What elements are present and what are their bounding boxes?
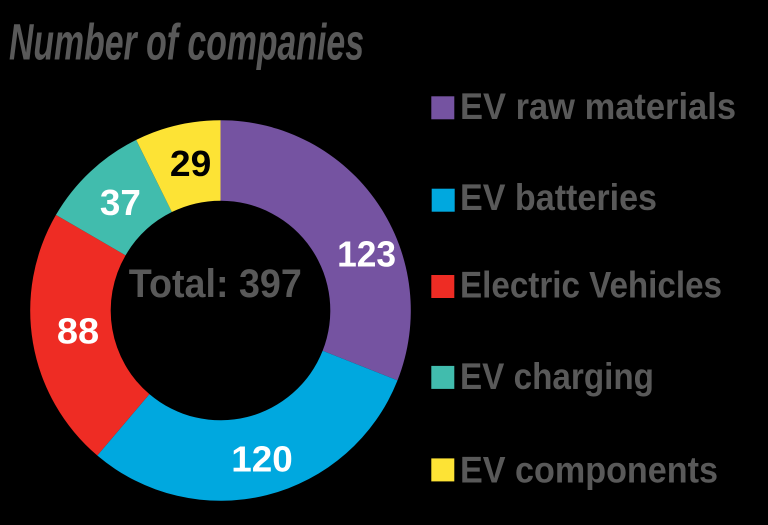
svg-text:123: 123 <box>337 234 396 275</box>
svg-text:Total: 397: Total: 397 <box>129 262 302 306</box>
svg-text:Electric Vehicles: Electric Vehicles <box>460 265 722 306</box>
svg-text:EV batteries: EV batteries <box>460 177 657 218</box>
svg-text:Number of companies: Number of companies <box>9 14 364 71</box>
svg-text:EV components: EV components <box>460 449 718 490</box>
svg-text:120: 120 <box>231 439 293 480</box>
svg-text:29: 29 <box>170 143 211 184</box>
svg-text:EV charging: EV charging <box>460 356 654 397</box>
svg-text:EV raw materials: EV raw materials <box>460 86 736 127</box>
svg-text:88: 88 <box>57 311 99 352</box>
svg-text:37: 37 <box>100 182 141 223</box>
